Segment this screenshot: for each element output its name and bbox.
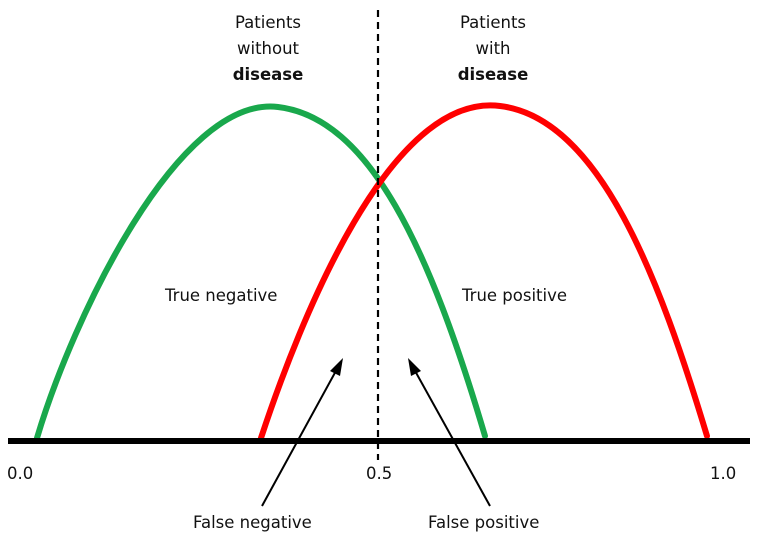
false-positive-arrow-head: [408, 358, 421, 376]
x-tick-label-mid: 0.5: [366, 464, 393, 483]
without-disease-title-line2: without: [236, 39, 300, 58]
with-disease-title-line2: with: [475, 39, 511, 58]
without-disease-title-line1: Patients: [234, 13, 302, 32]
true-negative-label: True negative: [165, 286, 278, 305]
false-negative-arrow-head: [330, 358, 343, 376]
true-positive-label: True positive: [462, 286, 568, 305]
false-negative-label: False negative: [193, 513, 312, 532]
with-disease-title: Patients with disease: [433, 10, 553, 88]
without-disease-title-line3: disease: [232, 65, 304, 84]
with-disease-curve: [258, 102, 710, 441]
x-tick-label-start: 0.0: [7, 464, 34, 483]
false-positive-label: False positive: [428, 513, 540, 532]
false-negative-arrow-shaft: [261, 368, 338, 507]
without-disease-title: Patients without disease: [208, 10, 328, 88]
false-positive-arrow-shaft: [413, 368, 491, 507]
x-tick-label-end: 1.0: [710, 464, 737, 483]
without-disease-curve: [34, 103, 488, 441]
with-disease-title-line3: disease: [457, 65, 529, 84]
with-disease-title-line1: Patients: [459, 13, 527, 32]
